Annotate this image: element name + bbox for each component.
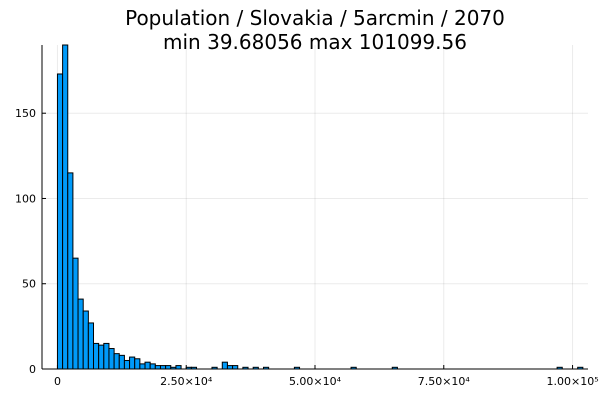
y-tick-label: 150 bbox=[15, 107, 36, 120]
histogram-bar bbox=[118, 354, 125, 370]
x-tick-label: 1.00×10⁵ bbox=[546, 375, 598, 388]
histogram-bar bbox=[175, 365, 182, 370]
histogram-bar bbox=[129, 356, 136, 370]
histogram-bar bbox=[56, 73, 64, 370]
histogram-bar bbox=[226, 365, 234, 370]
histogram-bar bbox=[165, 365, 172, 370]
histogram-bar bbox=[82, 310, 89, 370]
histogram-bar bbox=[108, 348, 115, 370]
y-tick-label: 100 bbox=[15, 192, 36, 205]
histogram-bar bbox=[103, 342, 110, 370]
y-tick-label: 50 bbox=[22, 278, 36, 291]
x-tick-label: 2.50×10⁴ bbox=[160, 375, 213, 388]
y-tick-labels: 0 50 100 150 bbox=[15, 107, 46, 376]
histogram-bar bbox=[113, 353, 120, 370]
x-tick-label: 0 bbox=[54, 375, 61, 388]
histogram-bar bbox=[154, 365, 161, 370]
chart-subtitle: min 39.68056 max 101099.56 bbox=[163, 30, 467, 54]
chart-title: Population / Slovakia / 5arcmin / 2070 bbox=[125, 6, 505, 30]
x-tick-labels: 0 2.50×10⁴ 5.00×10⁴ 7.50×10⁴ 1.00×10⁵ bbox=[54, 365, 599, 388]
histogram-bar bbox=[77, 298, 84, 370]
histogram-bar bbox=[149, 363, 156, 370]
histogram-bar bbox=[139, 363, 146, 370]
histogram-bar bbox=[62, 44, 69, 370]
histogram-bar bbox=[67, 172, 74, 370]
x-tick-label: 7.50×10⁴ bbox=[418, 375, 471, 388]
histogram-bar bbox=[72, 257, 79, 370]
histogram-bar bbox=[87, 322, 95, 370]
x-tick-label: 5.00×10⁴ bbox=[289, 375, 342, 388]
histogram-bar bbox=[98, 344, 105, 370]
histogram-bars bbox=[56, 44, 584, 370]
histogram-bar bbox=[232, 365, 239, 370]
histogram-bar bbox=[159, 365, 167, 370]
grid-lines bbox=[42, 45, 588, 370]
y-tick-label: 0 bbox=[29, 363, 36, 376]
histogram-bar bbox=[134, 358, 141, 370]
histogram-bar bbox=[93, 342, 100, 370]
histogram-bar bbox=[123, 359, 131, 370]
histogram-bar bbox=[221, 361, 228, 370]
histogram-bar bbox=[144, 361, 151, 370]
